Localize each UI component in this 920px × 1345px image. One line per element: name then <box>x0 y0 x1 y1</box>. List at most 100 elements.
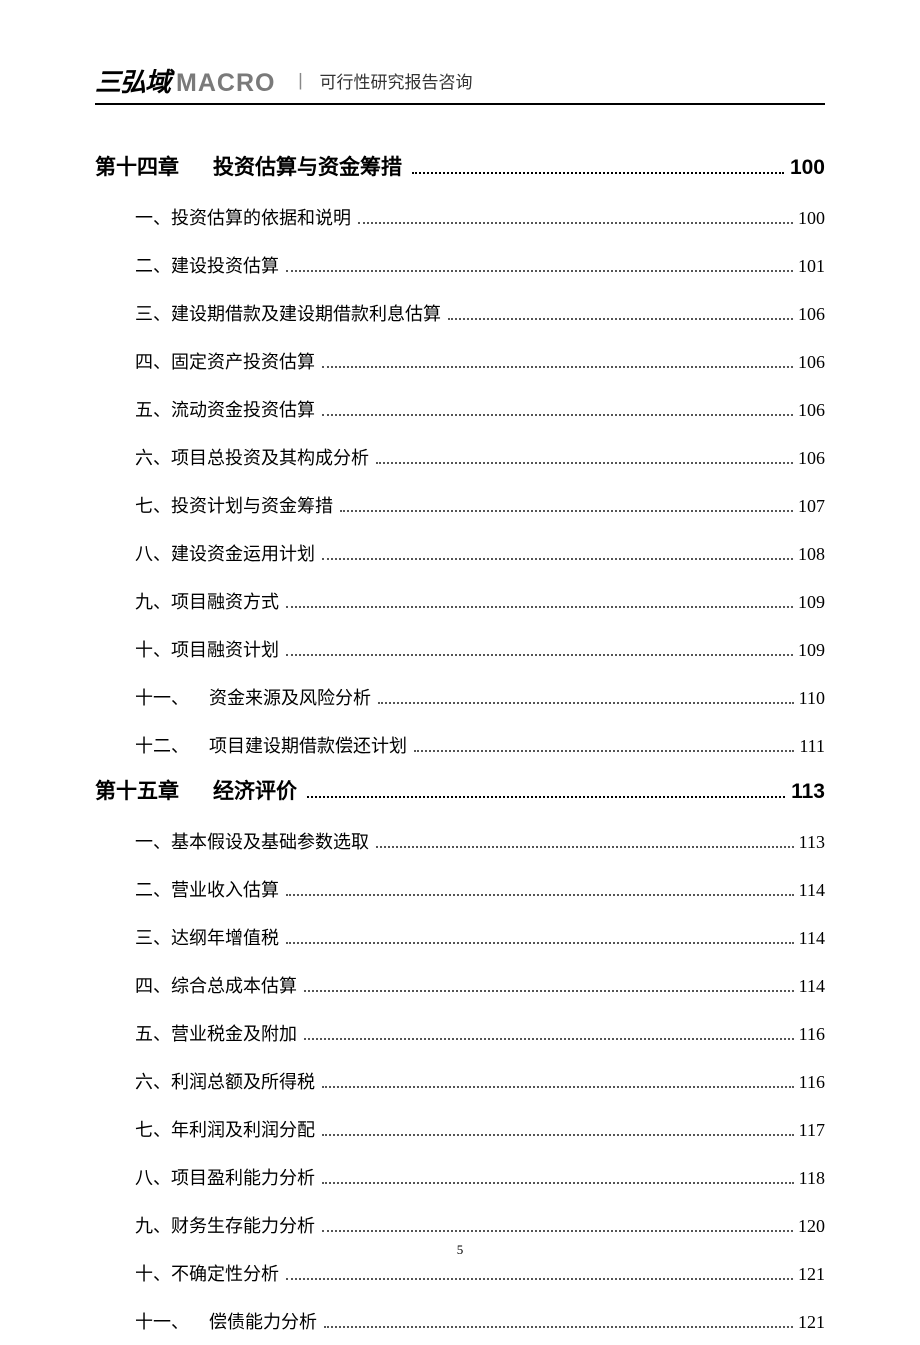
toc-item-title: 建设资金运用计划 <box>171 540 319 566</box>
logo-en-text: MACRO <box>176 69 275 98</box>
toc-item-num: 七、 <box>135 1116 171 1142</box>
toc-item: 四、综合总成本估算114 <box>135 961 825 1009</box>
table-of-contents: 第十四章投资估算与资金筹措100一、投资估算的依据和说明100二、建设投资估算1… <box>95 151 825 1345</box>
toc-leader <box>340 510 793 512</box>
toc-chapter-num: 第十五章 <box>95 775 213 805</box>
toc-item-title: 项目融资计划 <box>171 636 283 662</box>
toc-item: 八、建设资金运用计划108 <box>135 529 825 577</box>
toc-item: 十二、项目建设期借款偿还计划 111 <box>135 721 825 769</box>
toc-item-page: 118 <box>797 1168 825 1189</box>
toc-leader <box>286 942 794 944</box>
toc-item-num: 八、 <box>135 540 171 566</box>
toc-item-title: 资金来源及风险分析 <box>209 684 375 710</box>
toc-item-num: 十二、 <box>135 732 209 758</box>
toc-item: 八、项目盈利能力分析118 <box>135 1153 825 1201</box>
toc-leader <box>286 606 793 608</box>
toc-item-num: 二、 <box>135 876 171 902</box>
toc-item-title: 综合总成本估算 <box>171 972 301 998</box>
toc-item-title: 项目建设期借款偿还计划 <box>209 732 411 758</box>
toc-item-page: 120 <box>796 1216 825 1237</box>
toc-item: 五、流动资金投资估算 106 <box>135 385 825 433</box>
toc-item: 六、项目总投资及其构成分析 106 <box>135 433 825 481</box>
toc-item-title: 建设期借款及建设期借款利息估算 <box>171 300 445 326</box>
toc-item-title: 营业收入估算 <box>171 876 283 902</box>
toc-item: 六、利润总额及所得税 116 <box>135 1057 825 1105</box>
toc-item-page: 116 <box>797 1072 825 1093</box>
toc-leader <box>286 1278 793 1280</box>
toc-item-page: 106 <box>796 400 825 421</box>
toc-item-title: 项目盈利能力分析 <box>171 1164 319 1190</box>
toc-item-page: 107 <box>796 496 825 517</box>
toc-leader <box>358 222 793 224</box>
toc-leader <box>322 366 793 368</box>
toc-chapter-num: 第十四章 <box>95 151 213 181</box>
toc-leader <box>307 796 785 798</box>
toc-item: 七、投资计划与资金筹措 107 <box>135 481 825 529</box>
toc-leader <box>378 702 794 704</box>
toc-item-num: 十一、 <box>135 1308 209 1334</box>
toc-item-num: 一、 <box>135 204 171 230</box>
toc-item-page: 106 <box>796 448 825 469</box>
toc-leader <box>322 1182 794 1184</box>
header-divider: 丨 <box>291 68 309 94</box>
toc-item-title: 利润总额及所得税 <box>171 1068 319 1094</box>
toc-item-num: 五、 <box>135 1020 171 1046</box>
toc-item-page: 116 <box>797 1024 825 1045</box>
toc-chapter-page: 100 <box>788 156 825 180</box>
page-number: 5 <box>0 1242 920 1258</box>
toc-item-title: 不确定性分析 <box>171 1260 283 1286</box>
toc-item-title: 达纲年增值税 <box>171 924 283 950</box>
toc-item: 四、固定资产投资估算106 <box>135 337 825 385</box>
toc-item-title: 营业税金及附加 <box>171 1020 301 1046</box>
toc-leader <box>322 1086 794 1088</box>
toc-item-page: 109 <box>796 640 825 661</box>
toc-item: 九、项目融资方式109 <box>135 577 825 625</box>
toc-item: 十一、偿债能力分析121 <box>135 1297 825 1345</box>
toc-item-page: 114 <box>797 880 825 901</box>
toc-item-num: 十、 <box>135 636 171 662</box>
toc-item-title: 基本假设及基础参数选取 <box>171 828 373 854</box>
toc-item-num: 六、 <box>135 1068 171 1094</box>
toc-chapter-title: 经济评价 <box>213 775 303 805</box>
toc-item: 二、建设投资估算101 <box>135 241 825 289</box>
toc-item-num: 一、 <box>135 828 171 854</box>
toc-leader <box>286 894 794 896</box>
toc-item-page: 114 <box>797 976 825 997</box>
toc-item-num: 五、 <box>135 396 171 422</box>
toc-item-num: 二、 <box>135 252 171 278</box>
toc-item: 十一、资金来源及风险分析 110 <box>135 673 825 721</box>
toc-item-num: 六、 <box>135 444 171 470</box>
toc-item-page: 106 <box>796 304 825 325</box>
toc-leader <box>286 654 793 656</box>
toc-leader <box>412 172 784 174</box>
toc-item: 七、年利润及利润分配117 <box>135 1105 825 1153</box>
toc-chapter: 第十五章经济评价113 <box>95 775 825 805</box>
logo-cn-text: 三弘域 <box>95 62 170 99</box>
toc-leader <box>324 1326 793 1328</box>
toc-item-page: 110 <box>797 688 825 709</box>
toc-item-page: 121 <box>796 1264 825 1285</box>
toc-item-title: 投资计划与资金筹措 <box>171 492 337 518</box>
toc-item-num: 十一、 <box>135 684 209 710</box>
toc-leader <box>322 558 793 560</box>
toc-item: 三、达纲年增值税114 <box>135 913 825 961</box>
toc-item-title: 流动资金投资估算 <box>171 396 319 422</box>
toc-item-page: 114 <box>797 928 825 949</box>
toc-item-page: 111 <box>797 736 825 757</box>
toc-leader <box>322 414 793 416</box>
toc-item-page: 113 <box>797 832 825 853</box>
toc-item-page: 121 <box>796 1312 825 1333</box>
toc-leader <box>414 750 794 752</box>
toc-item-title: 投资估算的依据和说明 <box>171 204 355 230</box>
toc-leader <box>304 1038 794 1040</box>
toc-item-title: 项目总投资及其构成分析 <box>171 444 373 470</box>
toc-leader <box>304 990 794 992</box>
toc-item-num: 十、 <box>135 1260 171 1286</box>
toc-leader <box>448 318 793 320</box>
logo: 三弘域 MACRO <box>95 62 275 99</box>
toc-leader <box>376 846 794 848</box>
toc-leader <box>322 1230 793 1232</box>
toc-item: 一、投资估算的依据和说明100 <box>135 193 825 241</box>
toc-item-num: 七、 <box>135 492 171 518</box>
toc-item: 十、项目融资计划 109 <box>135 625 825 673</box>
